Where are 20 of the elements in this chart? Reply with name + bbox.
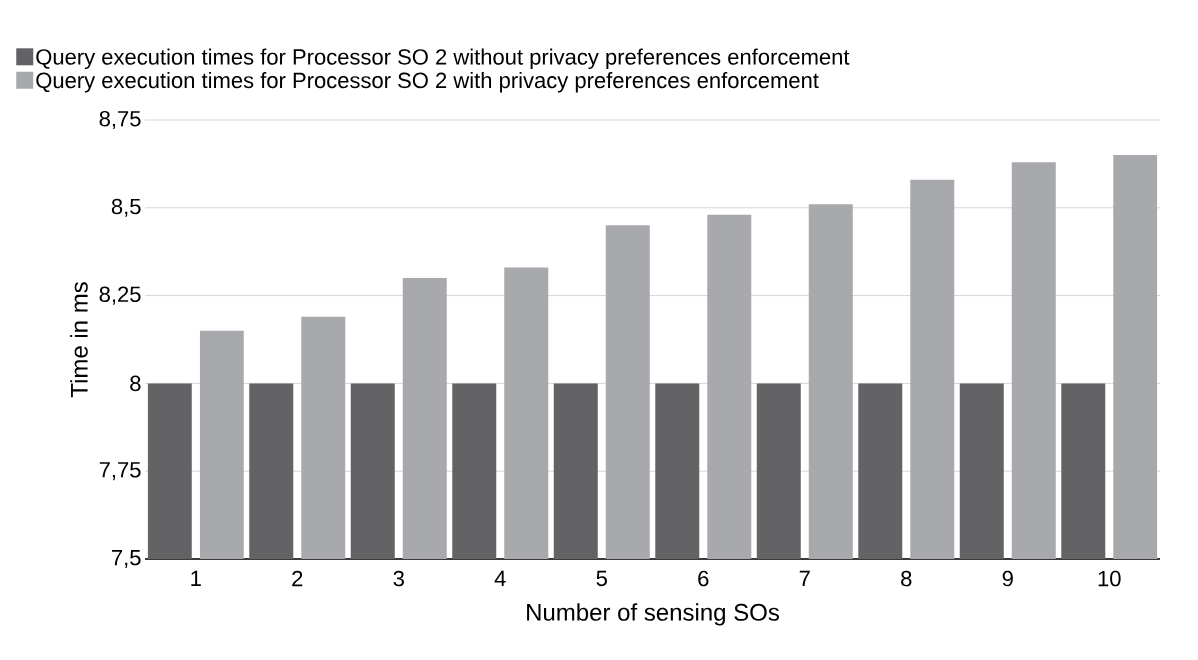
y-tick-label: 7,5 (112, 550, 141, 568)
legend-label: Query execution times for Processor SO 2 with privacy preferences enforcement (36, 72, 819, 93)
x-tick-label: 5 (596, 570, 607, 587)
x-tick-label: 8 (901, 570, 912, 587)
x-tick-label: 4 (494, 570, 506, 586)
x-axis-title: Number of sensing SOs (527, 603, 779, 626)
y-tick-label: 8,75 (99, 110, 141, 130)
x-tick-label: 9 (1002, 570, 1013, 587)
x-tick-label: 6 (698, 570, 709, 587)
x-tick-label: 10 (1098, 570, 1121, 587)
y-tick-label: 8,5 (111, 198, 141, 217)
x-tick-label: 2 (292, 570, 303, 587)
legend-label: Query execution times for Processor SO 2 without privacy preferences enforcement (36, 48, 850, 70)
y-tick-label: 8,25 (99, 286, 141, 305)
x-tick-label: 7 (799, 570, 810, 586)
y-tick-label: 7,75 (99, 462, 141, 481)
x-tick-label: 3 (393, 570, 404, 587)
y-axis-title: Time in ms (70, 282, 88, 398)
y-tick-label: 8 (130, 375, 141, 392)
x-tick-label: 1 (191, 570, 201, 586)
